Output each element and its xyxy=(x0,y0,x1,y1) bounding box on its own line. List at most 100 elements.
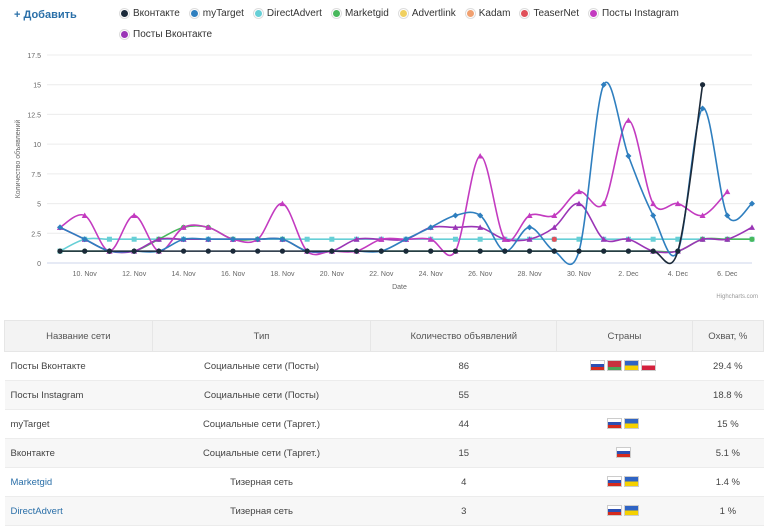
data-point xyxy=(403,236,409,243)
data-point xyxy=(699,212,706,218)
legend-item[interactable]: Kadam xyxy=(465,8,510,19)
data-point xyxy=(650,248,656,254)
data-point xyxy=(452,224,459,230)
data-point xyxy=(57,224,63,231)
x-tick-label: 12. Nov xyxy=(122,271,147,278)
data-point xyxy=(625,117,632,123)
data-point xyxy=(501,236,508,242)
legend-item[interactable]: Advertlink xyxy=(398,8,456,19)
chart-credits[interactable]: Highcharts.com xyxy=(716,294,758,300)
data-point xyxy=(57,248,63,254)
network-link[interactable]: DirectAdvert xyxy=(10,505,63,517)
legend-label: Посты Вконтакте xyxy=(133,29,213,40)
data-point xyxy=(699,105,706,112)
legend-item[interactable]: DirectAdvert xyxy=(253,8,322,19)
data-point xyxy=(205,236,212,243)
network-name-cell[interactable]: DirectAdvert xyxy=(4,496,153,526)
data-point xyxy=(724,236,731,242)
series-line xyxy=(59,119,728,257)
data-point xyxy=(600,81,607,88)
network-type-cell: Социальные сети (Таргет.) xyxy=(152,409,371,439)
add-button[interactable]: + Добавить xyxy=(14,9,77,21)
legend-label: Посты Instagram xyxy=(602,8,679,19)
table-header-row: Название сети Тип Количество объявлений Стр… xyxy=(4,320,765,352)
data-point xyxy=(502,248,508,254)
legend-item[interactable]: Посты Вконтакте xyxy=(120,29,212,40)
data-point xyxy=(551,248,557,254)
network-name-cell[interactable]: Marketgid xyxy=(4,467,153,497)
column-header[interactable]: Тип xyxy=(151,320,372,352)
y-tick-label: 10 xyxy=(33,142,41,149)
data-point xyxy=(254,236,261,243)
data-point xyxy=(551,224,558,230)
data-point xyxy=(205,224,212,230)
data-point xyxy=(601,248,607,254)
legend-marker-icon xyxy=(120,29,129,39)
reach-cell: 15 % xyxy=(692,409,764,439)
data-point xyxy=(180,224,187,230)
legend-marker-icon xyxy=(120,8,129,18)
y-tick-label: 0 xyxy=(37,261,41,268)
table-row: Marketgid Тизерная сеть 4 1.4 % xyxy=(4,467,764,497)
legend-marker-icon xyxy=(465,8,475,18)
legend-item[interactable]: Вконтакте xyxy=(120,8,180,19)
legend-item[interactable]: myTarget xyxy=(189,8,244,19)
table-body: Посты Вконтакте Социальные сети (Посты) 86… xyxy=(4,351,764,526)
flag-ua-icon xyxy=(624,418,640,430)
network-type-cell: Социальные сети (Посты) xyxy=(152,380,371,410)
data-point xyxy=(625,248,632,254)
data-point xyxy=(279,200,286,207)
data-point xyxy=(329,248,335,254)
data-point xyxy=(428,248,434,254)
x-tick-label: 22. Nov xyxy=(369,271,394,278)
network-name-cell: Посты Вконтакте xyxy=(4,351,153,381)
legend-item[interactable]: Посты Instagram xyxy=(589,8,679,19)
data-point xyxy=(279,248,286,254)
countries-cell xyxy=(556,380,693,410)
reach-cell: 1 % xyxy=(692,496,764,526)
networks-table: Название сети Тип Количество объявлений Стр… xyxy=(4,320,765,526)
legend-label: Вконтакте xyxy=(133,8,180,19)
data-point xyxy=(650,236,656,242)
data-point xyxy=(329,236,335,242)
column-header[interactable]: Название сети xyxy=(4,320,153,352)
x-tick-label: 26. Nov xyxy=(468,271,493,278)
network-type-cell: Тизерная сеть xyxy=(152,496,371,526)
column-header[interactable]: Страны xyxy=(556,320,693,352)
data-point xyxy=(378,248,384,254)
column-header[interactable]: Охват, % xyxy=(691,320,765,352)
networks-table-container: Название сети Тип Количество объявлений Стр… xyxy=(4,320,765,526)
ad-count-cell: 3 xyxy=(370,496,557,526)
flag-pl-icon xyxy=(641,360,657,372)
column-header[interactable]: Количество объявлений xyxy=(370,320,558,352)
data-point xyxy=(452,212,459,219)
x-tick-label: 4. Dec xyxy=(668,271,689,278)
legend-item[interactable]: TeaserNet xyxy=(520,8,579,19)
series-line xyxy=(59,202,753,254)
reach-cell: 18.8 % xyxy=(692,380,764,410)
data-point xyxy=(304,236,310,242)
flag-by2-icon xyxy=(607,360,623,372)
data-point xyxy=(600,200,607,207)
legend-item[interactable]: Marketgid xyxy=(331,8,389,19)
data-point xyxy=(403,248,409,254)
table-row: Вконтакте Социальные сети (Таргет.) 15 5.1 … xyxy=(4,438,764,468)
network-link[interactable]: Marketgid xyxy=(10,476,53,488)
x-axis-title: Date xyxy=(392,284,407,291)
data-point xyxy=(650,212,657,219)
data-point xyxy=(551,212,558,218)
data-point xyxy=(205,248,211,254)
legend-label: myTarget xyxy=(202,8,244,19)
data-point xyxy=(675,236,681,242)
data-point xyxy=(576,236,582,242)
legend-marker-icon xyxy=(331,8,341,18)
legend-label: Advertlink xyxy=(411,8,456,19)
chart-legend: Вконтакте myTarget DirectAdvert Marketgid Ad… xyxy=(120,8,700,50)
data-point xyxy=(81,236,88,243)
data-point xyxy=(551,236,557,242)
y-axis-title: Количество объявлений xyxy=(14,120,22,199)
flag-ua-icon xyxy=(624,505,640,517)
data-point xyxy=(131,236,137,242)
ad-count-cell: 44 xyxy=(370,409,557,439)
y-tick-label: 17.5 xyxy=(27,53,41,60)
